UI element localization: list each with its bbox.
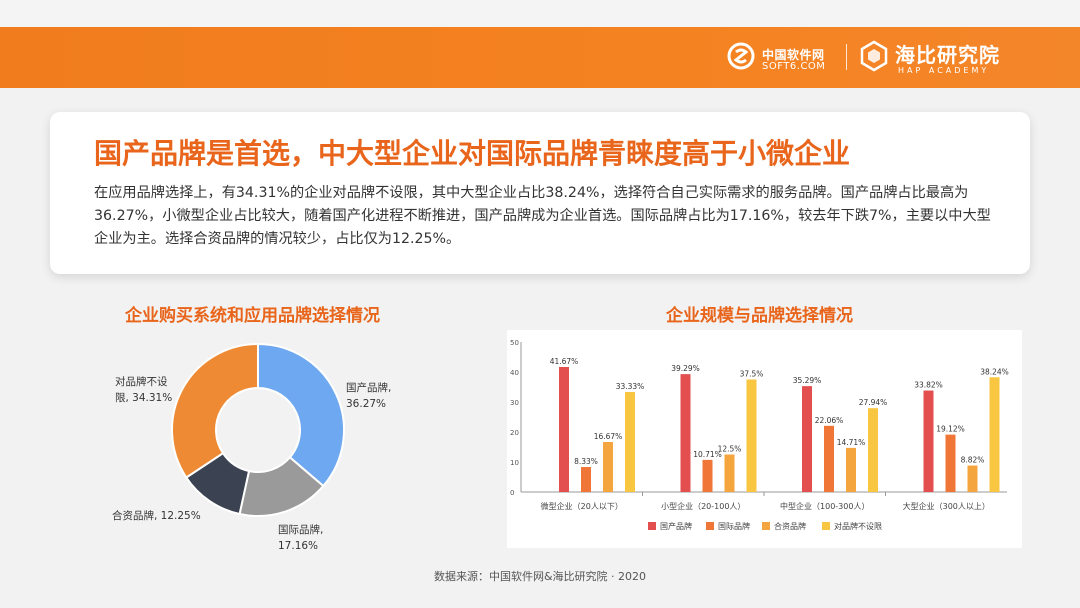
category-label: 中型企业（100-300人）	[780, 501, 869, 511]
label-brand-free-line1: 对品牌不设	[115, 376, 168, 388]
soft6-domain: SOFT6.COM	[762, 61, 826, 72]
bar-value-label: 33.33%	[616, 382, 645, 391]
bar	[746, 379, 757, 492]
bar-value-label: 41.67%	[550, 357, 579, 366]
bar	[559, 366, 569, 492]
page-headline: 国产品牌是首选，中大型企业对国际品牌青睐度高于小微企业	[94, 137, 851, 170]
bar	[625, 392, 635, 492]
hap-english-name: HAP ACADEMY	[898, 66, 990, 75]
bar-chart-panel: 0 10 20 30 40 50 41.67% 8.33% 16.67% 33.33% 微型企业（2…	[507, 330, 1022, 548]
bar	[824, 425, 834, 492]
bar	[680, 374, 691, 492]
bar-value-label: 10.71%	[693, 450, 722, 459]
slice-brand-free	[171, 342, 259, 479]
label-joint-line1: 合资品牌, 12.25%	[112, 510, 201, 522]
label-international-line1: 国际品牌,	[278, 524, 324, 536]
bar-value-label: 39.29%	[671, 364, 700, 373]
bar-chart-title: 企业规模与品牌选择情况	[666, 306, 853, 326]
bar	[724, 454, 735, 492]
bar-value-label: 16.67%	[594, 432, 623, 441]
label-domestic: 国产品牌, 36.27%	[346, 380, 391, 412]
donut-chart-title: 企业购买系统和应用品牌选择情况	[125, 306, 380, 326]
legend-swatch	[648, 522, 656, 530]
summary-card: 国产品牌是首选，中大型企业对国际品牌青睐度高于小微企业 在应用品牌选择上，有34…	[50, 112, 1030, 274]
header-banner: 中国软件网 SOFT6.COM 海比研究院 HAP ACADEMY	[0, 27, 1080, 88]
bar	[802, 386, 812, 492]
bar-value-label: 33.82%	[914, 381, 943, 390]
bar	[581, 467, 591, 492]
bar	[846, 447, 856, 492]
donut-chart: 对品牌不设 限, 34.31% 国产品牌, 36.27% 国际品牌, 17.16…	[100, 330, 420, 560]
bar	[702, 459, 713, 492]
bar-value-label: 8.82%	[961, 456, 985, 465]
data-source-note: 数据来源：中国软件网&海比研究院 · 2020	[433, 570, 647, 583]
y-tick-label: 10	[510, 459, 519, 467]
bar-value-label: 14.71%	[837, 438, 866, 447]
bar-value-label: 35.29%	[793, 376, 822, 385]
slice-domestic	[257, 342, 345, 488]
bar	[923, 390, 934, 492]
hap-logo-icon	[860, 40, 888, 72]
category-label: 微型企业（20人以下）	[541, 501, 623, 511]
label-international: 国际品牌, 17.16%	[278, 522, 323, 554]
y-tick-label: 50	[510, 339, 519, 347]
legend-label: 国际品牌	[718, 521, 750, 531]
hap-name: 海比研究院	[895, 43, 1000, 67]
bar-value-label: 37.5%	[740, 370, 764, 379]
y-tick-label: 0	[510, 489, 514, 497]
bar-value-label: 38.24%	[980, 367, 1009, 376]
legend-swatch	[706, 522, 714, 530]
bar	[868, 408, 878, 492]
label-joint: 合资品牌, 12.25%	[112, 508, 201, 524]
label-domestic-line2: 36.27%	[346, 398, 387, 410]
legend-label: 国产品牌	[660, 521, 692, 531]
label-domestic-line1: 国产品牌,	[346, 382, 392, 394]
summary-paragraph: 在应用品牌选择上，有34.31%的企业对品牌不设限，其中大型企业占比38.24%…	[94, 185, 991, 247]
bar-value-label: 12.5%	[718, 445, 742, 454]
donut-chart-svg	[171, 342, 345, 517]
bar	[603, 441, 613, 492]
bar	[945, 434, 956, 492]
legend-swatch	[762, 522, 770, 530]
top-strip	[0, 0, 1080, 27]
bar	[989, 377, 1000, 492]
category-label: 大型企业（300人以上）	[903, 501, 990, 511]
legend-swatch	[822, 522, 830, 530]
label-brand-free: 对品牌不设 限, 34.31%	[115, 374, 172, 406]
bar-chart-svg: 0 10 20 30 40 50 41.67% 8.33% 16.67% 33.33% 微型企业（2…	[510, 339, 1009, 531]
soft6-logo-icon	[727, 42, 755, 70]
brand-divider	[846, 44, 847, 70]
label-brand-free-line2: 限, 34.31%	[115, 392, 173, 404]
label-international-line2: 17.16%	[278, 540, 319, 552]
bar-value-label: 22.06%	[815, 416, 844, 425]
legend-label: 对品牌不设限	[834, 521, 882, 531]
bar	[967, 465, 978, 492]
y-tick-label: 20	[510, 429, 519, 437]
category-label: 小型企业（20-100人）	[661, 501, 745, 511]
y-tick-label: 30	[510, 399, 519, 407]
bar-value-label: 8.33%	[574, 457, 598, 466]
bar-value-label: 19.12%	[936, 425, 965, 434]
soft6-name: 中国软件网	[762, 48, 825, 62]
bar-value-label: 27.94%	[859, 398, 888, 407]
legend-label: 合资品牌	[774, 521, 806, 531]
y-tick-label: 40	[510, 369, 519, 377]
